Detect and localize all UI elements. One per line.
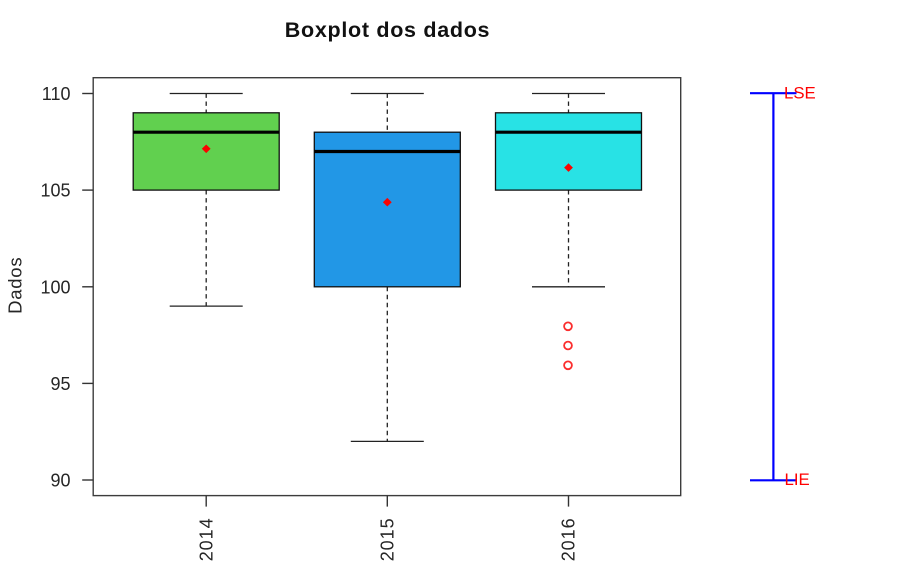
svg-text:LSE: LSE: [784, 84, 816, 103]
svg-text:90: 90: [50, 471, 70, 491]
svg-text:105: 105: [40, 181, 70, 201]
svg-text:Dados: Dados: [5, 257, 26, 314]
svg-text:Boxplot dos dados: Boxplot dos dados: [285, 18, 490, 42]
svg-text:2016: 2016: [559, 517, 579, 561]
svg-text:110: 110: [42, 84, 71, 104]
svg-text:100: 100: [40, 277, 70, 297]
svg-text:LIE: LIE: [785, 470, 810, 489]
svg-text:2014: 2014: [196, 517, 216, 561]
svg-text:95: 95: [50, 374, 70, 394]
svg-text:2015: 2015: [377, 517, 397, 561]
